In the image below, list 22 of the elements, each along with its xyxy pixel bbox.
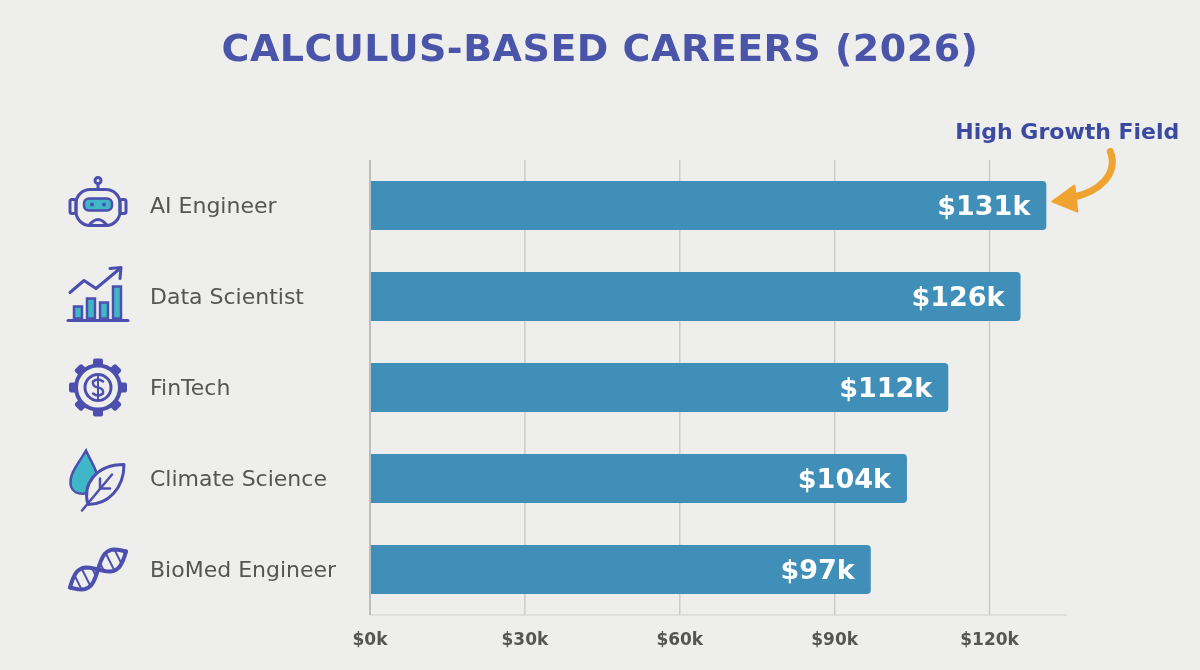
chart-title: CALCULUS-BASED CAREERS (2026) — [220, 26, 980, 70]
annotation: High Growth Field — [955, 118, 1180, 144]
data-label: $126k — [911, 281, 1006, 313]
x-tick-label: $60k — [656, 629, 704, 650]
y-tick-label: AI Engineer — [150, 193, 278, 219]
x-tick-label: $90k — [811, 629, 859, 650]
data-label: $112k — [839, 372, 934, 404]
bar — [370, 362, 949, 412]
data-label: $97k — [780, 554, 856, 586]
bar — [370, 180, 1047, 230]
bar — [370, 271, 1021, 321]
y-tick-label: Data Scientist — [150, 284, 305, 310]
data-label: $104k — [797, 463, 892, 495]
bar — [370, 453, 907, 503]
y-tick-label: BioMed Engineer — [150, 557, 338, 583]
x-tick-label: $0k — [352, 629, 389, 650]
bar — [370, 544, 871, 594]
x-tick-label: $30k — [501, 629, 549, 650]
y-tick-label: Climate Science — [150, 466, 327, 492]
data-label: $131k — [937, 190, 1032, 222]
y-tick-label: FinTech — [150, 375, 231, 401]
x-tick-label: $120k — [960, 629, 1020, 650]
